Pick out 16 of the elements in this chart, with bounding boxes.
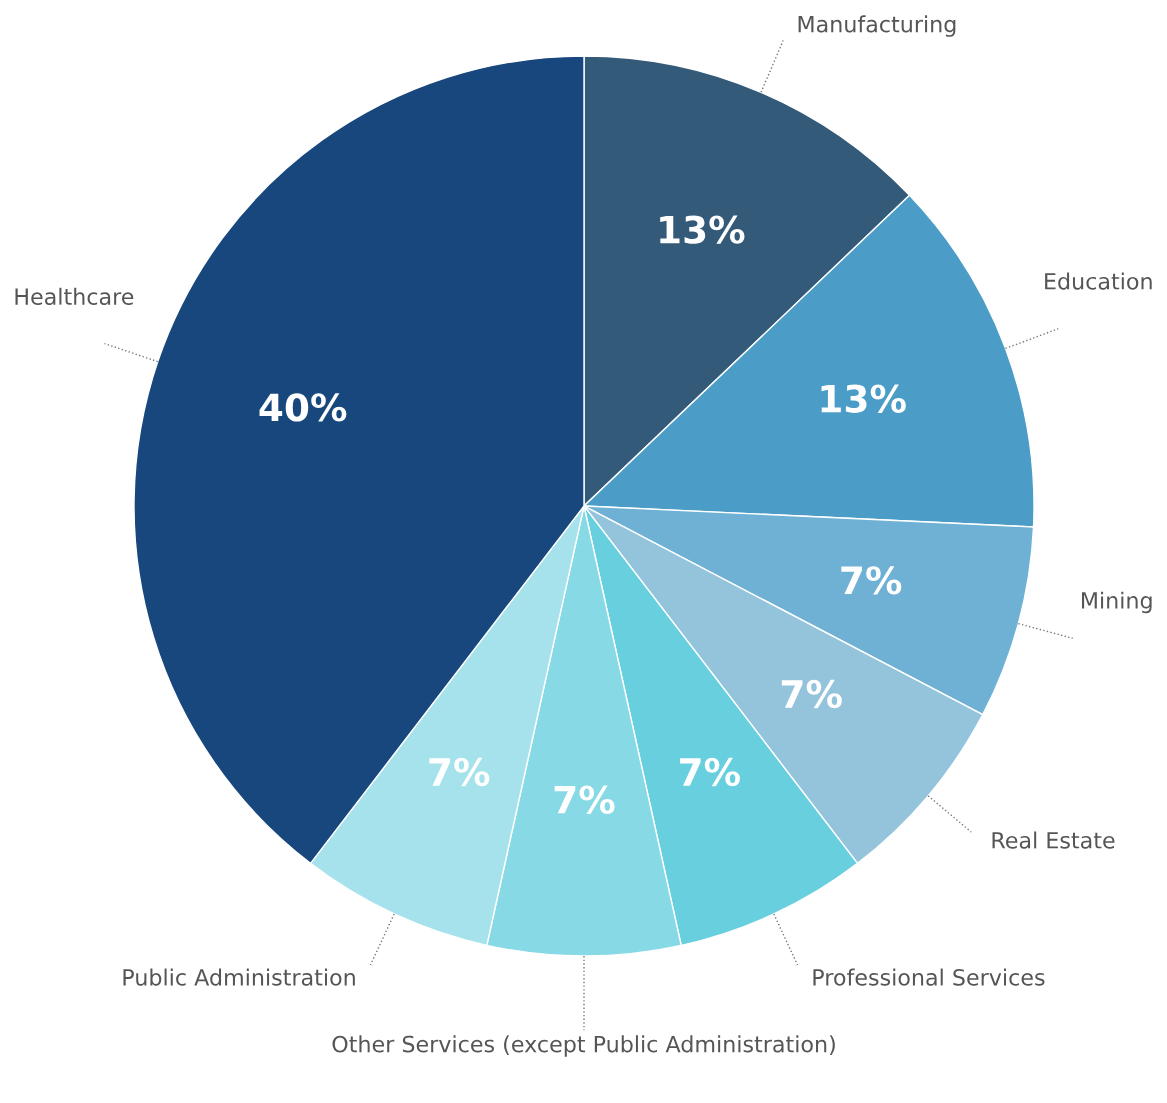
data-label: 7%: [554, 785, 615, 814]
data-label: 40%: [259, 393, 347, 422]
data-label: 13%: [821, 384, 906, 413]
data-label: 7%: [679, 757, 740, 787]
slice-label: Mining: [1081, 591, 1152, 614]
slice-label: Public Administration: [123, 968, 355, 986]
slice-label: Manufacturing: [798, 15, 956, 37]
data-label: 7%: [841, 566, 902, 595]
slice-label: Healthcare: [15, 287, 134, 305]
slice-label: Education: [1045, 272, 1152, 290]
slice-label: Other Services (except Public Administration): [332, 1035, 835, 1057]
data-label: 13%: [660, 215, 745, 244]
slice-label: Professional Services: [813, 968, 1045, 986]
data-label: 7%: [429, 757, 490, 787]
slice-label: Real Estate: [992, 831, 1115, 849]
data-label: 7%: [781, 679, 842, 709]
